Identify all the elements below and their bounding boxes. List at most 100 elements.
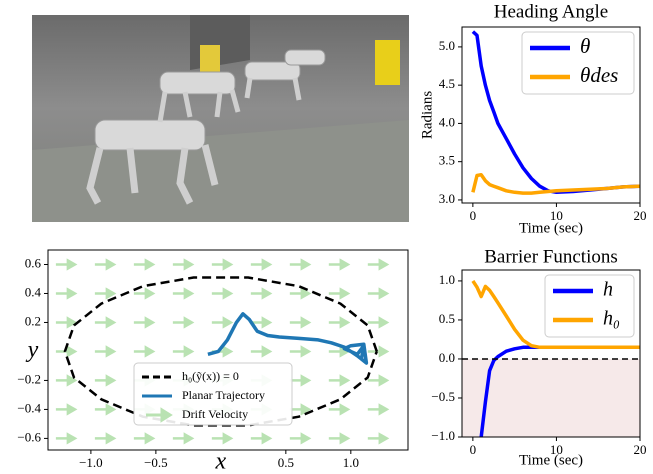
drift-arrow: [95, 405, 114, 413]
x-tick-label: 20: [634, 442, 647, 457]
drift-arrow: [56, 289, 75, 297]
y-tick-label: 0.5: [439, 311, 455, 326]
photo-box: [375, 40, 400, 85]
figure: 010203.03.54.04.55.0Heading AngleTime (s…: [0, 0, 653, 474]
drift-arrow: [212, 289, 231, 297]
drift-arrow: [368, 405, 387, 413]
y-tick-label: −1.0: [431, 428, 455, 443]
drift-arrow: [95, 289, 114, 297]
drift-arrow: [56, 376, 75, 384]
x-tick-label: 0: [470, 442, 477, 457]
drift-arrow: [290, 405, 309, 413]
drift-arrow: [95, 376, 114, 384]
drift-arrow: [251, 347, 270, 355]
x-axis-label: Time (sec): [519, 220, 583, 236]
drift-arrow: [251, 434, 270, 442]
drift-arrow: [368, 260, 387, 268]
drift-arrow: [329, 434, 348, 442]
y-tick-label: −0.4: [17, 400, 41, 415]
y-tick-label: 0.0: [439, 350, 455, 365]
drift-arrow: [290, 434, 309, 442]
drift-arrow: [290, 376, 309, 384]
drift-arrow: [95, 434, 114, 442]
drift-arrow: [329, 405, 348, 413]
x-tick-label: 1.0: [343, 455, 359, 470]
y-tick-label: 0.4: [25, 284, 42, 299]
x-tick-label: 0: [470, 208, 477, 223]
y-tick-label: −0.6: [17, 429, 41, 444]
drift-arrow: [368, 289, 387, 297]
drift-arrow: [212, 260, 231, 268]
drift-arrow: [212, 434, 231, 442]
drift-arrow: [368, 347, 387, 355]
drift-arrow: [329, 260, 348, 268]
photo-box: [200, 45, 220, 75]
drift-arrow: [173, 434, 192, 442]
y-axis-label: y: [26, 337, 39, 363]
legend-label: θdes: [580, 63, 618, 87]
x-axis-label: Time (sec): [519, 452, 583, 468]
drift-arrow: [251, 289, 270, 297]
drift-arrow: [173, 318, 192, 326]
drift-arrow: [368, 318, 387, 326]
drift-arrow: [173, 289, 192, 297]
drift-arrow: [290, 318, 309, 326]
y-tick-label: −0.2: [17, 371, 41, 386]
y-tick-label: −0.5: [431, 389, 455, 404]
y-tick-label: 3.5: [439, 153, 455, 168]
drift-arrow: [134, 434, 153, 442]
y-tick-label: 5.0: [439, 38, 455, 53]
series-line: [473, 175, 640, 193]
drift-arrow: [212, 318, 231, 326]
legend-label: θ: [580, 34, 590, 58]
robot-body: [160, 72, 235, 94]
drift-arrow: [329, 376, 348, 384]
drift-arrow: [368, 434, 387, 442]
chart-title: Heading Angle: [494, 1, 609, 22]
legend-label: Planar Trajectory: [182, 388, 265, 402]
drift-arrow: [134, 318, 153, 326]
page: {"chart_data": [ {"type": "line", "title…: [0, 0, 653, 474]
drift-arrow: [95, 260, 114, 268]
y-tick-label: 0.2: [25, 313, 41, 328]
x-tick-label: 0.5: [278, 455, 294, 470]
legend-label: h₀: [603, 308, 620, 330]
drift-arrow: [56, 405, 75, 413]
drift-arrow: [290, 289, 309, 297]
legend-label: h: [603, 279, 613, 301]
y-tick-label: 0.6: [25, 255, 42, 270]
y-tick-label: 4.0: [439, 114, 455, 129]
drift-arrow: [95, 318, 114, 326]
chart: −1.0 −0.5 0.5 1.0 −0.6 −0.4 −0.2 0.2 0.4 0.6 x y h₀(…: [17, 250, 408, 474]
y-tick-label: 3.0: [439, 191, 455, 206]
x-axis-label: x: [215, 449, 227, 474]
drift-arrow: [329, 289, 348, 297]
chart-title: Barrier Functions: [484, 246, 618, 267]
drift-arrow: [329, 318, 348, 326]
x-tick-label: 20: [634, 208, 647, 223]
y-tick-label: 4.5: [439, 76, 455, 91]
drift-arrow: [56, 318, 75, 326]
x-tick-label: −0.5: [144, 455, 168, 470]
robot-body: [285, 50, 325, 65]
drift-arrow: [95, 347, 114, 355]
drift-arrow: [134, 347, 153, 355]
drift-arrow: [134, 289, 153, 297]
drift-arrow: [56, 260, 75, 268]
drift-arrow: [173, 347, 192, 355]
drift-arrow: [251, 260, 270, 268]
x-tick-label: −1.0: [79, 455, 103, 470]
y-axis-label: Radians: [419, 91, 435, 139]
photo: [32, 15, 409, 222]
drift-arrow: [173, 260, 192, 268]
drift-arrow: [56, 434, 75, 442]
legend-label: Drift Velocity: [182, 407, 248, 421]
legend-label: h₀(ỹ(x)) = 0: [182, 369, 239, 383]
legend-box: [545, 275, 634, 337]
drift-arrow: [368, 376, 387, 384]
drift-arrow: [134, 260, 153, 268]
robot-body: [95, 120, 205, 150]
drift-arrow: [290, 347, 309, 355]
